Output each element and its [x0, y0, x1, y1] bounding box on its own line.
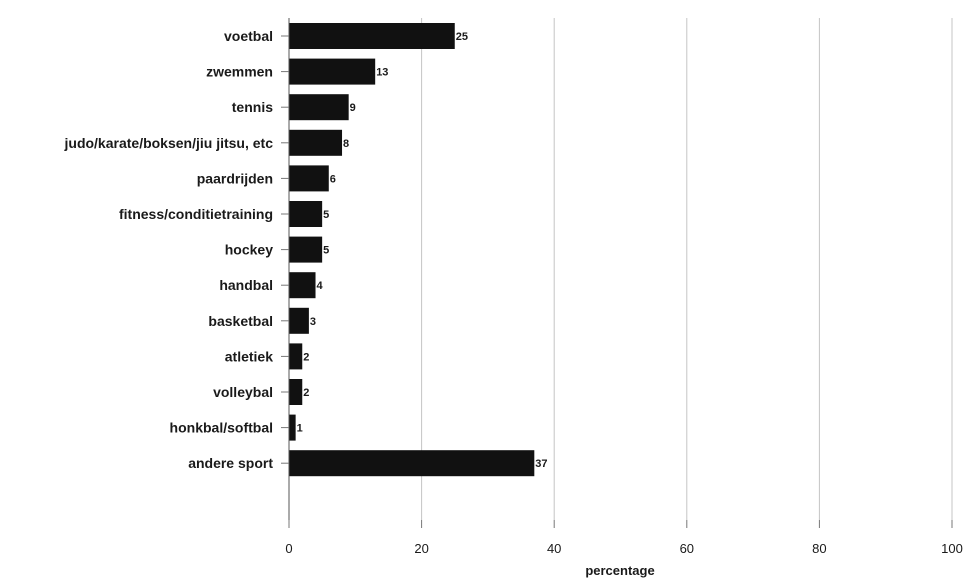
bar [289, 23, 455, 49]
category-label: volleybal [213, 384, 273, 400]
category-label: tennis [232, 99, 273, 115]
x-tick-label: 40 [547, 541, 561, 556]
value-label: 5 [323, 245, 329, 257]
bar [289, 236, 323, 263]
bar [289, 379, 303, 405]
value-label: 4 [317, 280, 324, 292]
bar [289, 58, 376, 85]
value-label: 8 [343, 138, 349, 150]
bar [289, 129, 343, 156]
x-axis: 0 20 40 60 80 100 [281, 18, 963, 556]
category-label: honkbal/softbal [170, 420, 273, 436]
value-label: 13 [376, 67, 388, 79]
category-label: andere sport [188, 455, 273, 471]
value-labels: 25 13 9 8 6 5 5 4 3 2 2 1 37 [297, 31, 548, 470]
grid-lines [421, 18, 953, 520]
bar [289, 201, 323, 227]
value-label: 5 [323, 209, 329, 221]
bar [289, 94, 349, 121]
value-label: 25 [456, 31, 468, 43]
bar [289, 272, 316, 299]
bar [289, 165, 329, 192]
category-label: zwemmen [206, 64, 273, 80]
value-label: 1 [297, 423, 303, 435]
category-label: voetbal [224, 28, 273, 44]
category-label: handbal [219, 277, 273, 293]
value-label: 9 [350, 102, 356, 114]
category-label: paardrijden [197, 170, 273, 186]
value-label: 37 [535, 458, 547, 470]
value-label: 6 [330, 173, 336, 185]
category-label: basketbal [208, 313, 273, 329]
bar [289, 307, 309, 334]
x-tick-label: 80 [812, 541, 826, 556]
category-label: judo/karate/boksen/jiu jitsu, etc [64, 135, 274, 151]
category-label: hockey [225, 242, 273, 258]
category-labels: voetbal zwemmen tennis judo/karate/boksen/j… [64, 28, 274, 471]
category-label: atletiek [225, 348, 273, 364]
bar [289, 343, 303, 370]
x-tick-label: 20 [414, 541, 428, 556]
x-tick-label: 60 [680, 541, 694, 556]
x-tick-label: 100 [941, 541, 963, 556]
bars [289, 23, 535, 477]
bar [289, 450, 535, 477]
value-label: 2 [303, 387, 309, 399]
category-label: fitness/conditietraining [119, 206, 273, 222]
x-axis-title: percentage [585, 563, 654, 578]
bar [289, 414, 296, 441]
value-label: 2 [303, 351, 309, 363]
x-tick-label: 0 [285, 541, 292, 556]
value-label: 3 [310, 316, 316, 328]
